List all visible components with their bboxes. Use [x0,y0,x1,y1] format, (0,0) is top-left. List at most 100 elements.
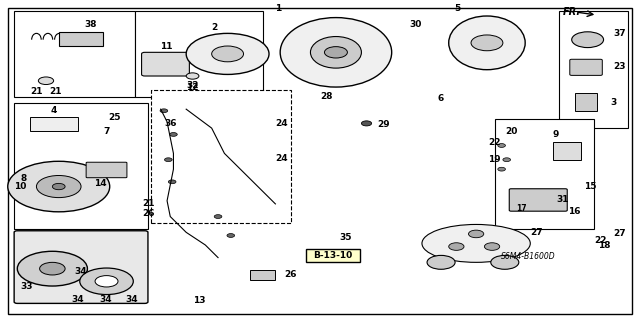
Text: 24: 24 [275,119,288,128]
Text: 23: 23 [613,62,626,71]
Bar [495,119,594,229]
Ellipse shape [422,225,531,262]
Text: 34: 34 [125,295,138,304]
Text: B-13-10: B-13-10 [313,251,353,260]
Text: 14: 14 [94,179,106,188]
Text: 38: 38 [84,20,97,29]
Bar [30,117,78,131]
Circle shape [471,35,503,51]
Circle shape [324,47,348,58]
Text: 18: 18 [598,241,611,250]
Circle shape [186,33,269,74]
Bar [151,90,291,223]
Text: S6M4-B1600D: S6M4-B1600D [501,251,556,261]
Bar [250,270,275,280]
Text: 6: 6 [438,94,444,103]
Text: 35: 35 [339,233,352,242]
Circle shape [449,243,464,250]
Text: 13: 13 [193,295,205,305]
Circle shape [214,215,222,219]
Circle shape [160,109,168,113]
Text: 27: 27 [531,227,543,237]
Circle shape [40,262,65,275]
Circle shape [17,251,88,286]
Text: 21: 21 [30,87,43,96]
Text: 20: 20 [505,127,517,136]
Text: 4: 4 [51,107,57,115]
Circle shape [52,183,65,190]
Bar [135,11,262,97]
Bar [552,142,581,160]
Text: 12: 12 [186,83,199,92]
Ellipse shape [449,16,525,70]
Bar [59,32,103,46]
Circle shape [227,234,235,237]
Circle shape [503,158,511,162]
FancyBboxPatch shape [509,189,567,211]
Circle shape [38,77,54,85]
Bar [559,11,628,128]
Text: 15: 15 [584,182,597,191]
Text: 33: 33 [20,282,33,291]
Text: 22: 22 [488,138,501,147]
Text: FR.: FR. [563,7,580,17]
Text: 22: 22 [594,236,607,245]
Circle shape [95,276,118,287]
Bar [306,249,360,262]
Text: 2: 2 [212,23,218,32]
Text: 31: 31 [556,195,568,204]
Circle shape [170,132,177,136]
Bar [14,11,135,97]
Text: 36: 36 [164,119,177,128]
Text: 34: 34 [75,267,87,276]
Circle shape [427,256,455,269]
Text: 30: 30 [410,20,422,29]
Text: 16: 16 [568,207,581,216]
Text: 3: 3 [610,98,616,108]
Circle shape [498,144,506,147]
Text: 32: 32 [186,81,199,90]
Text: 28: 28 [320,92,333,101]
Circle shape [8,161,109,212]
Circle shape [572,32,604,48]
Circle shape [498,167,506,171]
Text: 9: 9 [552,130,559,139]
Circle shape [468,230,484,238]
Text: 37: 37 [613,29,626,38]
Text: 29: 29 [378,121,390,130]
Ellipse shape [310,37,362,68]
Text: 10: 10 [15,182,27,191]
Text: 26: 26 [142,209,154,218]
Circle shape [80,268,133,294]
Text: 34: 34 [72,295,84,304]
Text: 8: 8 [20,174,27,183]
Text: 27: 27 [613,229,626,238]
Circle shape [36,175,81,197]
Text: 34: 34 [99,295,111,304]
Text: 24: 24 [275,154,288,163]
Text: 17: 17 [516,204,527,213]
Circle shape [491,256,519,269]
Circle shape [164,158,172,162]
Text: 11: 11 [159,42,172,51]
Text: 21: 21 [49,87,62,96]
Text: 21: 21 [142,199,154,208]
Text: 1: 1 [275,4,282,13]
Bar [575,93,597,111]
Circle shape [362,121,372,126]
FancyBboxPatch shape [86,162,127,178]
Text: 5: 5 [454,4,460,13]
Bar [14,103,148,229]
Circle shape [186,73,199,79]
Circle shape [168,180,176,184]
Circle shape [484,243,500,250]
Text: 7: 7 [103,127,109,136]
FancyBboxPatch shape [570,59,602,75]
Ellipse shape [280,18,392,87]
Text: 19: 19 [488,155,501,164]
Text: 25: 25 [108,113,121,122]
FancyBboxPatch shape [141,52,189,76]
Text: 26: 26 [284,271,297,279]
FancyBboxPatch shape [14,231,148,303]
Circle shape [212,46,244,62]
